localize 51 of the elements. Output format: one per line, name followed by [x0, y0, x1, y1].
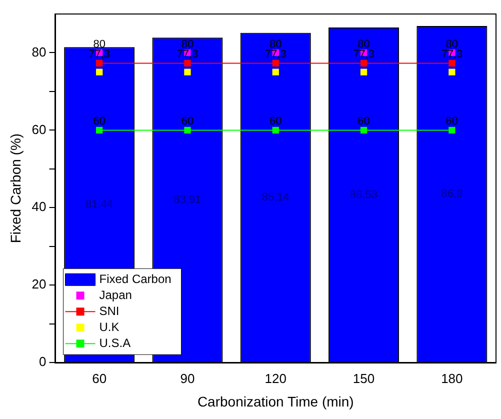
y-tick-label: 0: [39, 354, 46, 370]
x-tick-label: 150: [352, 370, 375, 386]
legend-label: Japan: [99, 288, 132, 302]
point: [184, 68, 191, 76]
point: [272, 68, 279, 76]
data-label: 83,91: [174, 194, 202, 206]
x-axis-title: Carbonization Time (min): [197, 393, 354, 410]
point: [272, 60, 279, 67]
data-label: 60: [270, 116, 282, 128]
y-axis-title: Fixed Carbon (%): [7, 133, 24, 244]
legend-label: SNI: [99, 304, 120, 318]
point: [96, 60, 103, 67]
data-label: 60: [446, 116, 458, 128]
data-label: 80: [270, 38, 282, 50]
data-label: 85,14: [262, 191, 290, 204]
data-label: 81,44: [86, 198, 114, 211]
data-label: 60: [358, 116, 370, 128]
data-label: 80: [446, 38, 458, 50]
y-tick-label: 60: [32, 122, 46, 137]
point: [448, 68, 456, 76]
point: [96, 68, 103, 76]
y-tick-label: 80: [32, 44, 46, 60]
data-label: 60: [93, 116, 106, 128]
point: [448, 60, 456, 67]
x-tick-label: 60: [92, 370, 107, 386]
point: [184, 60, 191, 67]
x-tick-label: 120: [264, 370, 286, 386]
legend-label: Fixed Carbon: [99, 272, 172, 286]
x-tick-label: 180: [441, 370, 463, 386]
point: [272, 126, 279, 134]
legend-label: U.S.A: [99, 336, 131, 350]
data-label: 77,3: [88, 48, 110, 61]
y-tick-label: 40: [32, 199, 46, 214]
data-label: 77,3: [353, 48, 374, 61]
data-label: 77,3: [441, 48, 463, 61]
data-label: 80: [181, 38, 194, 50]
data-label: 60: [181, 116, 194, 128]
y-tick-label: 20: [32, 276, 46, 292]
point: [360, 60, 368, 67]
data-label: 77,3: [176, 48, 198, 61]
data-label: 80: [358, 38, 370, 50]
point: [448, 126, 456, 134]
data-label: 86,9: [441, 188, 463, 200]
legend-label: U.K: [99, 320, 120, 334]
data-label: 77,3: [264, 48, 286, 61]
point: [360, 126, 368, 134]
point: [360, 68, 368, 76]
data-label: 86,53: [350, 188, 378, 201]
point: [184, 126, 191, 134]
point: [96, 126, 103, 134]
x-tick-label: 90: [180, 370, 195, 386]
